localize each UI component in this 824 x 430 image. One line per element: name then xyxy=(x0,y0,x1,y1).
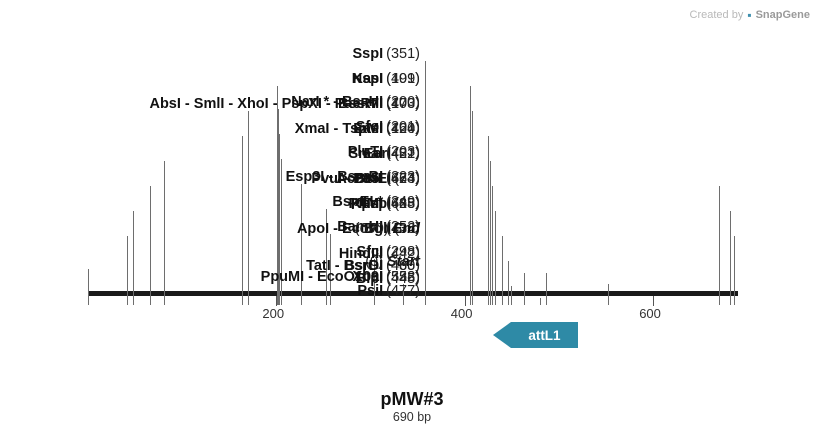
site-connector-line-17 xyxy=(470,86,471,305)
plasmid-map: Created by ▪ SnapGene (0)StartBglI(36)Fs… xyxy=(0,0,824,430)
enzyme-name: AbsI - SmlI - XhoI - PspXI - PaeR7I xyxy=(149,96,383,112)
enzyme-position: (477) xyxy=(386,283,420,299)
site-connector-line-29 xyxy=(608,284,609,305)
site-connector-line-20 xyxy=(490,161,491,305)
site-connector-line-30 xyxy=(719,186,720,305)
plasmid-length-label: 690 bp xyxy=(0,410,824,424)
site-connector-line-19 xyxy=(488,136,489,305)
axis-label-200: 200 xyxy=(262,306,284,321)
site-label-nspi[interactable]: NspI (401) xyxy=(0,72,420,87)
site-connector-line-28 xyxy=(546,273,547,305)
site-connector-line-24 xyxy=(508,261,509,305)
enzyme-position: (403) xyxy=(386,96,420,112)
enzyme-name: SspI xyxy=(353,46,384,62)
enzyme-name: PsiI xyxy=(357,283,383,299)
enzyme-name: PflMI xyxy=(349,196,384,212)
axis-tick-200 xyxy=(276,296,277,306)
attl1-feature-arrow[interactable]: attL1 xyxy=(511,322,578,348)
axis-tick-400 xyxy=(465,296,466,306)
site-label-end[interactable]: (690) End xyxy=(0,222,420,237)
axis-label-600: 600 xyxy=(639,306,661,321)
enzyme-name: XbaI xyxy=(353,269,384,285)
enzyme-position: (422) xyxy=(386,146,420,162)
enzyme-position: (401) xyxy=(386,71,420,87)
site-connector-line-15 xyxy=(425,61,426,305)
enzyme-position: (690) xyxy=(355,221,389,237)
site-label-psii[interactable]: PsiI (477) xyxy=(0,284,420,299)
attl1-label: attL1 xyxy=(511,328,578,343)
snapgene-logo-icon: ▪ xyxy=(747,8,751,22)
site-connector-line-18 xyxy=(472,111,473,305)
site-connector-line-25 xyxy=(511,286,512,305)
site-connector-line-26 xyxy=(524,273,525,305)
enzyme-position: (685) xyxy=(386,196,420,212)
enzyme-position: (673) xyxy=(386,171,420,187)
enzyme-name: End xyxy=(393,221,420,237)
site-connector-line-23 xyxy=(502,236,503,305)
site-label-sspi[interactable]: SspI (351) xyxy=(0,47,420,62)
site-label-absi-smli-xhoi-pspxi-paer7i[interactable]: AbsI - SmlI - XhoI - PspXI - PaeR7I (403) xyxy=(0,97,420,112)
plasmid-title: pMW#3 xyxy=(0,389,824,410)
enzyme-name: XmaI - TspMI xyxy=(295,121,383,137)
axis-label-400: 400 xyxy=(451,306,473,321)
site-connector-line-31 xyxy=(730,211,731,305)
attl1-arrow-head xyxy=(493,322,511,348)
site-label-pasi[interactable]: PasI (673) xyxy=(0,172,420,187)
enzyme-position: (351) xyxy=(386,46,420,62)
site-connector-line-27 xyxy=(540,298,541,305)
attl1-arrow-body: attL1 xyxy=(511,322,578,348)
enzyme-position: (552) xyxy=(386,269,420,285)
enzyme-position: (420) xyxy=(386,121,420,137)
site-label-smai[interactable]: SmaI (422) xyxy=(0,147,420,162)
snapgene-credit: Created by ▪ SnapGene xyxy=(690,8,810,22)
axis-tick-600 xyxy=(653,296,654,306)
site-connector-line-22 xyxy=(495,211,496,305)
enzyme-name: SmaI xyxy=(348,146,383,162)
enzyme-name: NspI xyxy=(352,71,383,87)
site-label-pflmi[interactable]: PflMI (685) xyxy=(0,197,420,212)
enzyme-name: PasI xyxy=(353,171,383,187)
site-label-xmai-tspmi[interactable]: XmaI - TspMI (420) xyxy=(0,122,420,137)
site-connector-line-21 xyxy=(492,186,493,305)
site-label-xbai[interactable]: XbaI (552) xyxy=(0,270,420,285)
site-connector-line-32 xyxy=(734,236,735,305)
